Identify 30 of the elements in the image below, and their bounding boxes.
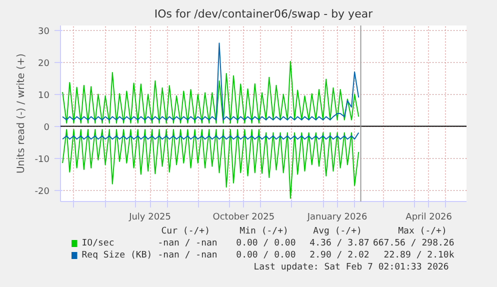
- y-tick-label: 10: [38, 90, 50, 101]
- y-tick-label: 20: [38, 58, 50, 69]
- chart-title: IOs for /dev/container06/swap - by year: [154, 8, 374, 20]
- y-tick-label: 30: [38, 26, 50, 37]
- x-tick-label: April 2026: [406, 212, 452, 222]
- line-series: [62, 129, 360, 199]
- line-series: [62, 60, 360, 124]
- text: -nan / -nan: [158, 250, 218, 260]
- text: 22.89 / 2.10k: [384, 250, 455, 260]
- y-tick-label: -20: [34, 186, 50, 197]
- x-tick-label: October 2025: [212, 212, 275, 222]
- text: Min (-/+): [240, 226, 288, 236]
- text: 667.56 / 298.26: [372, 238, 454, 248]
- text: Max (-/+): [398, 226, 447, 236]
- text: -nan / -nan: [158, 238, 218, 248]
- legend-label: Req Size (KB): [82, 250, 152, 260]
- text: Last update: Sat Feb 7 02:01:33 2026: [254, 262, 449, 272]
- x-tick-label: January 2026: [306, 212, 368, 222]
- y-axis-title: Units read (-) / write (+): [16, 53, 27, 174]
- y-tick-label: 0: [44, 122, 50, 133]
- legend-label: IO/sec: [82, 238, 114, 248]
- y-tick-label: -10: [34, 154, 50, 165]
- text: 2.90 / 2.02: [310, 250, 370, 260]
- text: 4.36 / 3.87: [310, 238, 370, 248]
- text: 0.00 / 0.00: [236, 250, 296, 260]
- text: Avg (-/+): [313, 226, 362, 236]
- text: 0.00 / 0.00: [236, 238, 296, 248]
- line-series: [62, 42, 360, 120]
- text: Cur (-/+): [161, 226, 210, 236]
- x-tick-label: July 2025: [128, 212, 172, 222]
